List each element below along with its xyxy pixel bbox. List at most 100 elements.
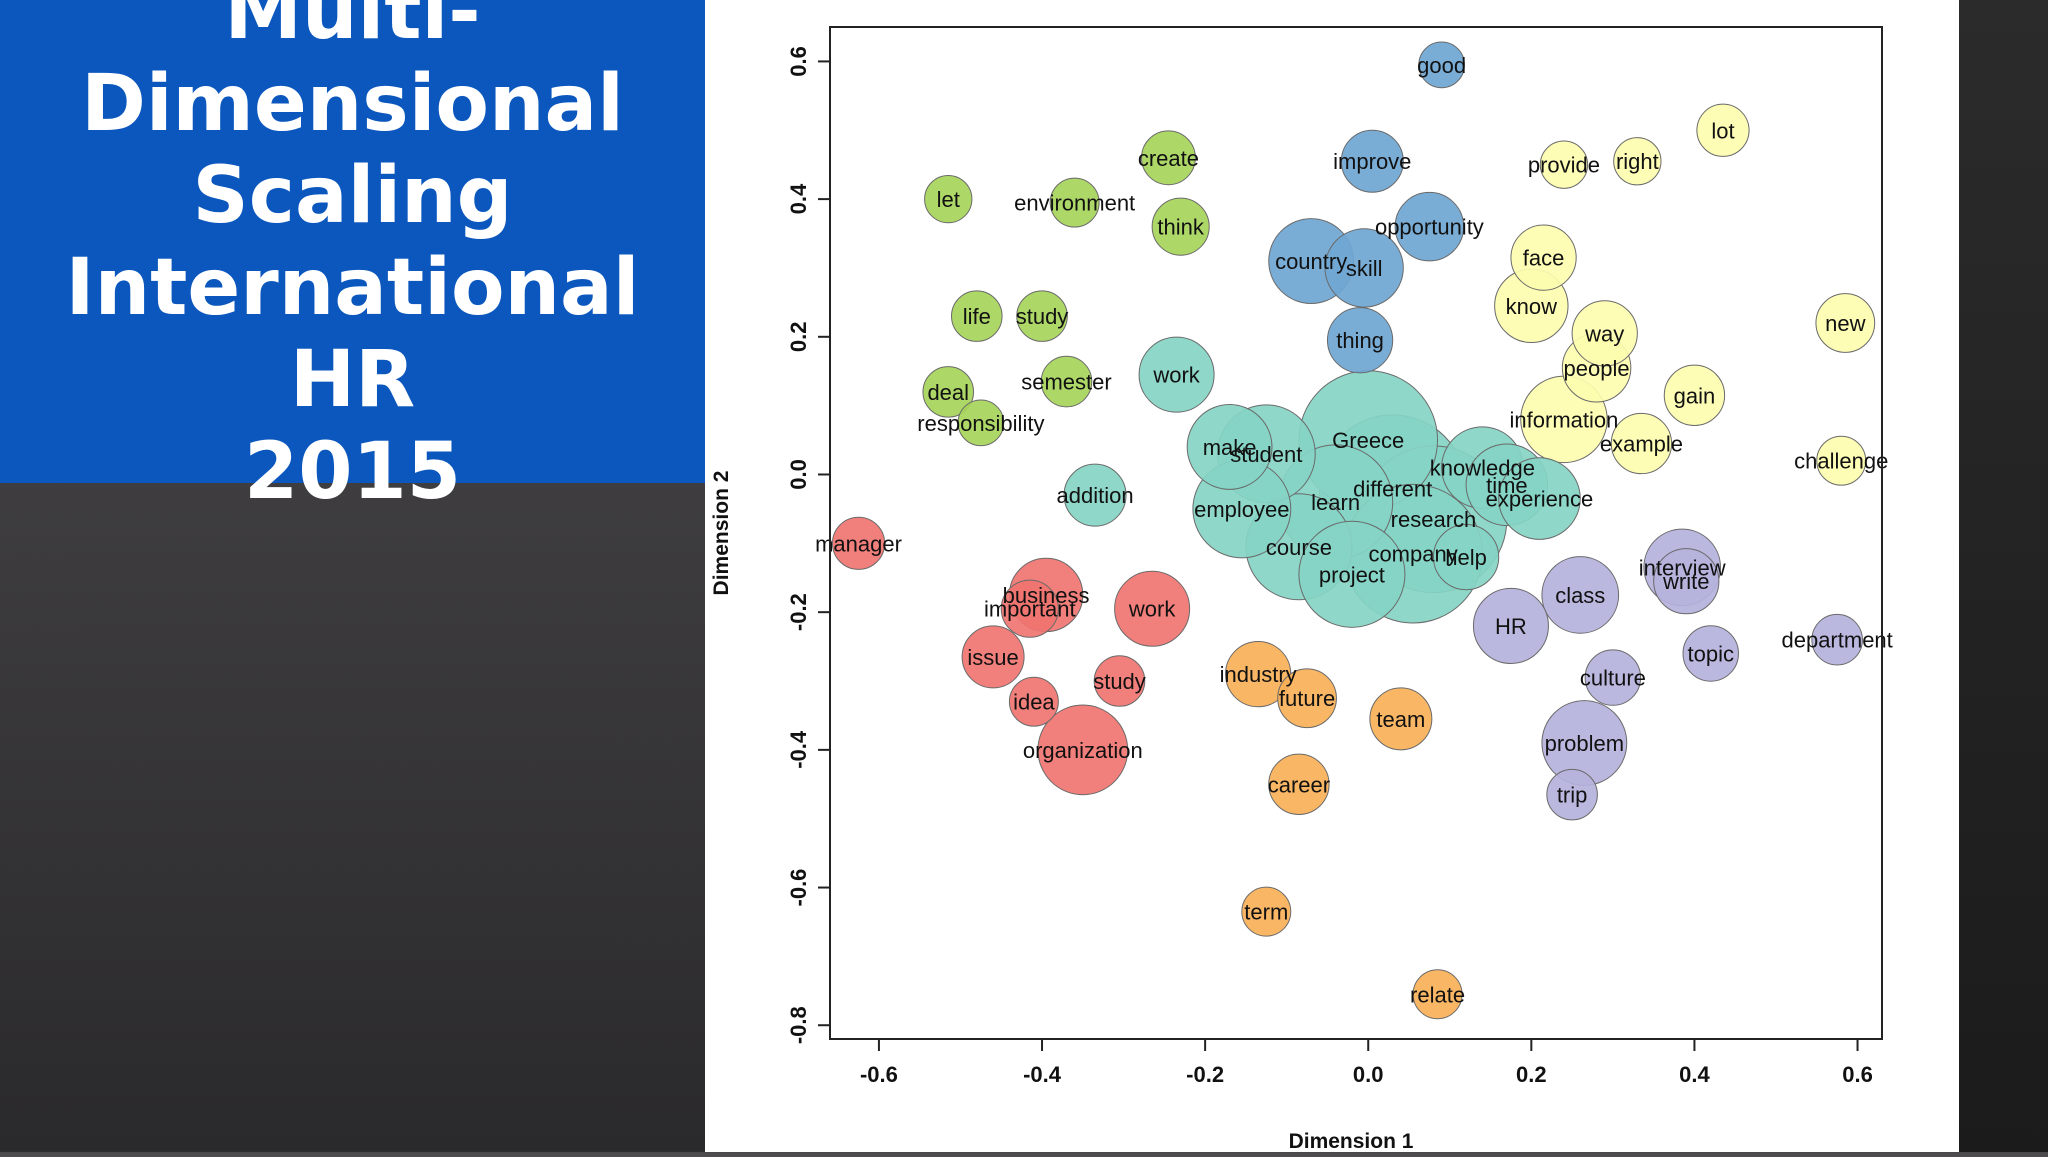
bubble-face bbox=[1510, 224, 1577, 291]
y-tick-label: 0.0 bbox=[786, 459, 811, 490]
bubble-lot bbox=[1696, 103, 1750, 157]
bubble-label-way: way bbox=[1584, 321, 1624, 346]
x-axis: -0.6 -0.4 -0.2 0.0 0.2 0.4 0.6 bbox=[860, 1039, 1873, 1087]
bubble-let bbox=[924, 174, 973, 224]
bubble-label-time: time bbox=[1486, 473, 1528, 498]
y-tick-label: -0.8 bbox=[786, 1006, 811, 1044]
bubble-study bbox=[1016, 290, 1068, 342]
bubble-project bbox=[1298, 520, 1406, 628]
bubble-label-team: team bbox=[1376, 707, 1425, 732]
bubble-relate bbox=[1412, 969, 1463, 1020]
bubble-trip bbox=[1546, 768, 1598, 821]
x-tick-label: -0.6 bbox=[860, 1062, 898, 1087]
bubble-term bbox=[1241, 886, 1292, 937]
bubble-idea bbox=[1008, 676, 1059, 727]
bubble-topic bbox=[1682, 625, 1739, 682]
bubble-label-department: department bbox=[1781, 628, 1892, 653]
bubble-label-study: study bbox=[1093, 669, 1146, 694]
bubble-team bbox=[1369, 687, 1433, 751]
bubble-skill bbox=[1324, 228, 1404, 308]
bubble-improve bbox=[1340, 129, 1404, 193]
bubble-right bbox=[1613, 137, 1662, 186]
bubble-label-important: important bbox=[984, 597, 1076, 622]
bubble-label-create: create bbox=[1138, 146, 1199, 171]
bubble-label-organization: organization bbox=[1023, 738, 1143, 763]
bubble-label-career: career bbox=[1268, 772, 1330, 797]
bubble-life bbox=[951, 290, 1003, 342]
bubble-label-different: different bbox=[1353, 476, 1432, 501]
bubble-label-idea: idea bbox=[1013, 690, 1055, 715]
bubble-important bbox=[1000, 579, 1059, 638]
bubble-label-lot: lot bbox=[1711, 118, 1734, 143]
bubble-label-term: term bbox=[1244, 900, 1288, 925]
bubble-organization bbox=[1037, 704, 1129, 796]
slide-title: Multi- Dimensional Scaling International… bbox=[65, 0, 640, 517]
bubble-label-trip: trip bbox=[1557, 783, 1588, 808]
bubble-label-learn: learn bbox=[1311, 490, 1360, 515]
bubble-work bbox=[1138, 336, 1215, 413]
bubble-label-thing: thing bbox=[1336, 328, 1384, 353]
bubble-label-industry: industry bbox=[1220, 662, 1297, 687]
bubble-label-issue: issue bbox=[967, 645, 1018, 670]
bubble-culture bbox=[1584, 649, 1642, 706]
chart-panel: good improve opportunity country skill thing p… bbox=[705, 0, 1959, 1153]
bubble-label-business: business bbox=[1003, 583, 1090, 608]
bubble-label-example: example bbox=[1600, 432, 1683, 457]
bubble-study bbox=[1093, 655, 1146, 707]
bubble-label-experience: experience bbox=[1486, 487, 1594, 512]
bubble-label-knowledge: knowledge bbox=[1430, 456, 1535, 481]
bubble-label-semester: semester bbox=[1021, 370, 1111, 395]
bubble-responsibility bbox=[957, 399, 1005, 447]
bubble-label-people: people bbox=[1564, 356, 1630, 381]
plot-frame bbox=[829, 26, 1883, 1040]
bubble-layer bbox=[831, 41, 1876, 1020]
bubble-label-interview: interview bbox=[1639, 555, 1726, 580]
bubble-label-let: let bbox=[937, 187, 960, 212]
bubble-label-work: work bbox=[1128, 597, 1176, 622]
bubble-label-hr: HR bbox=[1495, 614, 1527, 639]
y-axis: 0.6 0.4 0.2 0.0 -0.2 -0.4 -0.6 -0.8 bbox=[786, 46, 830, 1044]
bubble-opportunity bbox=[1394, 191, 1465, 262]
bubble-label-deal: deal bbox=[927, 380, 969, 405]
bubble-provide bbox=[1539, 140, 1589, 189]
x-tick-label: 0.4 bbox=[1679, 1062, 1710, 1087]
bubble-label-culture: culture bbox=[1580, 666, 1646, 691]
x-tick-label: 0.6 bbox=[1842, 1062, 1873, 1087]
bubble-label-problem: problem bbox=[1545, 731, 1624, 756]
bubble-label-greece: Greece bbox=[1332, 428, 1404, 453]
bubble-gain bbox=[1663, 364, 1726, 426]
bubble-help bbox=[1432, 523, 1500, 591]
bubble-label-write: write bbox=[1662, 569, 1709, 594]
bubble-label-improve: improve bbox=[1333, 149, 1411, 174]
y-tick-label: 0.6 bbox=[786, 46, 811, 77]
bubble-label-skill: skill bbox=[1346, 256, 1383, 281]
y-axis-label: Dimension 2 bbox=[710, 471, 733, 596]
bubble-label-new: new bbox=[1825, 311, 1865, 336]
bubble-issue bbox=[961, 625, 1025, 689]
bubble-label-information: information bbox=[1510, 407, 1619, 432]
bubble-label-study: study bbox=[1016, 304, 1069, 329]
bubble-create bbox=[1141, 130, 1196, 186]
x-axis-label: Dimension 1 bbox=[1289, 1130, 1414, 1152]
bubble-label-think: think bbox=[1157, 215, 1204, 240]
x-tick-label: 0.0 bbox=[1353, 1062, 1384, 1087]
bubble-good bbox=[1418, 41, 1465, 89]
bubble-experience bbox=[1498, 457, 1581, 540]
bubble-label-company: company bbox=[1368, 542, 1457, 567]
bubble-future bbox=[1277, 668, 1337, 729]
y-tick-label: -0.2 bbox=[786, 593, 811, 631]
bubble-write bbox=[1653, 548, 1720, 615]
bubble-label-know: know bbox=[1506, 294, 1557, 319]
bubble-environment bbox=[1049, 177, 1100, 228]
bubble-department bbox=[1811, 613, 1863, 666]
bubble-label-manager: manager bbox=[815, 531, 902, 556]
bubble-label-opportunity: opportunity bbox=[1375, 215, 1484, 240]
bubble-label-project: project bbox=[1319, 562, 1385, 587]
bubble-challenge bbox=[1816, 435, 1867, 486]
bubble-label-challenge: challenge bbox=[1794, 449, 1888, 474]
y-tick-label: -0.6 bbox=[786, 869, 811, 907]
bubble-semester bbox=[1040, 355, 1093, 408]
bubble-label-research: research bbox=[1391, 507, 1477, 532]
